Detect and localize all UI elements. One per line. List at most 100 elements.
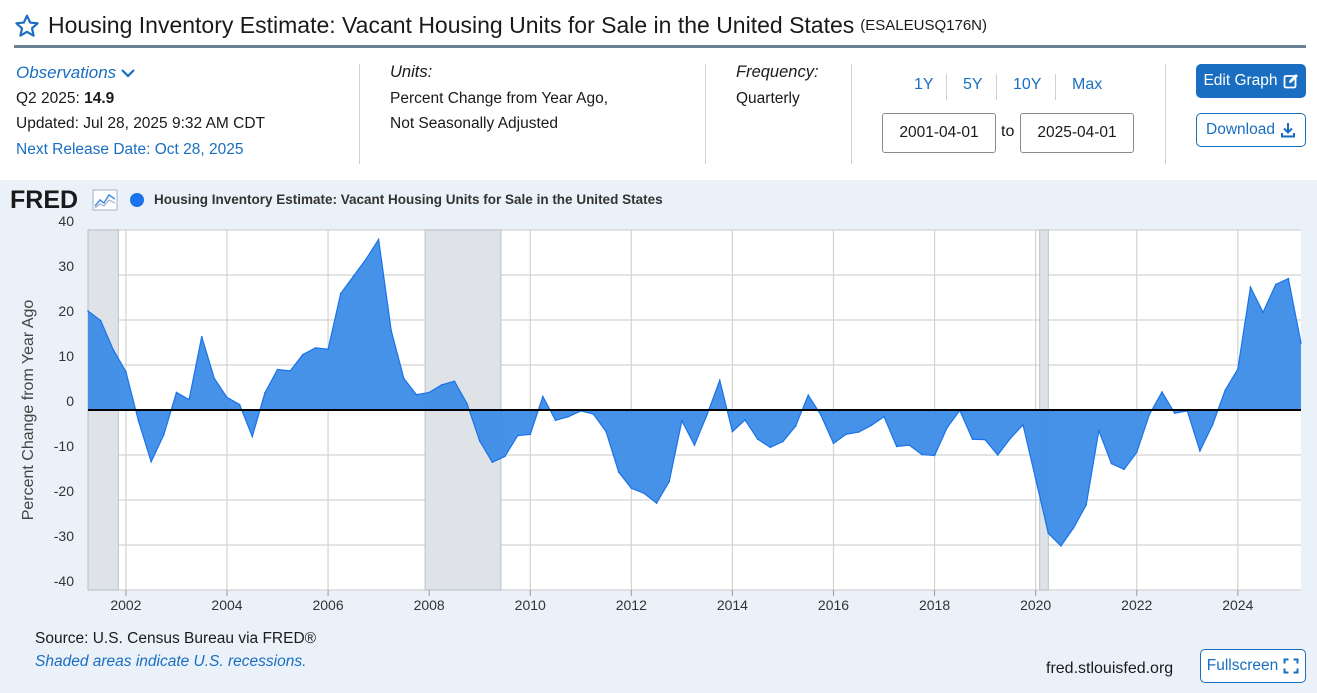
data-point [1300,342,1302,344]
data-point [895,445,898,448]
data-point [1022,424,1024,426]
range-1y-button[interactable]: 1Y [914,76,934,93]
data-point [643,492,645,495]
start-date-input[interactable] [882,113,996,153]
range-5y-button[interactable]: 5Y [963,76,983,93]
data-point [554,419,557,422]
y-tick-labels: 40 30 20 10 0 -10 -20 -30 -40 [54,213,74,589]
divider [705,64,706,164]
x-tick-label: 2010 [515,597,546,613]
data-point [1060,545,1062,547]
range-max-button[interactable]: Max [1072,76,1103,93]
data-point [339,292,342,295]
y-tick-label: 40 [58,213,74,229]
edit-icon [1283,74,1298,89]
data-point [681,420,683,422]
y-tick-label: 0 [66,393,74,409]
data-point [946,426,949,429]
download-button[interactable]: Download [1196,113,1306,147]
data-point [238,403,241,406]
data-point [617,471,620,473]
end-date-input[interactable] [1020,113,1134,153]
data-point [756,438,759,441]
star-icon[interactable] [14,13,40,39]
y-axis-label: Percent Change from Year Ago [20,300,37,521]
data-point [1123,468,1125,471]
data-point [592,413,595,415]
data-point [1274,283,1277,286]
recession-note: Shaded areas indicate U.S. recessions. [35,653,307,670]
data-point [213,377,216,380]
divider [851,64,852,164]
data-point [390,330,393,332]
data-point [491,461,494,464]
period-label: Q2 2025: [16,89,80,107]
data-point [440,384,443,386]
y-tick-label: 10 [58,348,74,364]
data-point [504,455,506,458]
x-tick-label: 2012 [616,597,647,613]
data-point [1249,286,1252,288]
fred-logo: FRED [10,186,79,214]
data-point [718,379,721,382]
updated-text: Updated: Jul 28, 2025 9:32 AM CDT [16,115,266,132]
data-point [1085,504,1087,506]
data-point [188,398,190,401]
data-point [971,438,974,441]
data-point [352,275,355,278]
data-point [251,435,254,438]
x-tick-labels: 2002 2004 2006 2008 2010 2012 2014 2016 2018 2020… [110,597,1253,613]
data-point [1173,412,1176,414]
data-point [933,454,936,457]
x-tick-label: 2016 [818,597,849,613]
data-point [921,453,923,456]
range-separator [1055,74,1056,100]
fullscreen-button[interactable]: Fullscreen [1200,649,1306,683]
x-tick-label: 2006 [312,597,343,613]
frequency-heading: Frequency: [736,63,819,81]
data-point [820,414,822,416]
divider [1165,64,1166,164]
data-point [200,335,203,338]
data-point [516,434,519,437]
data-point [794,425,797,428]
y-tick-label: 20 [58,303,74,319]
series-area [87,237,1302,547]
range-10y-button[interactable]: 10Y [1013,76,1042,93]
page-title: Housing Inventory Estimate: Vacant Housi… [48,12,855,38]
data-point [529,433,532,436]
data-point [466,402,468,405]
data-point [1110,462,1113,465]
edit-graph-button[interactable]: Edit Graph [1196,64,1306,98]
data-point [403,377,405,380]
frequency-panel: Frequency: Quarterly [736,60,819,111]
data-point [1148,413,1151,416]
data-point [807,394,810,396]
series-id: (ESALEUSQ176N) [860,17,987,34]
legend-label: Housing Inventory Estimate: Vacant Housi… [154,192,663,207]
data-point [327,348,329,351]
series-area-fill [88,239,1301,546]
data-point [567,415,569,418]
next-release-link[interactable]: Next Release Date: Oct 28, 2025 [16,140,244,158]
x-tick-label: 2004 [211,597,242,613]
data-point [857,431,860,433]
data-point [1161,391,1163,393]
x-tick-label: 2020 [1020,597,1051,613]
data-point [1072,527,1075,529]
data-point [832,442,835,445]
data-point [1287,277,1290,280]
data-point [415,393,418,396]
data-point [125,370,127,373]
data-point [769,446,772,449]
observations-toggle[interactable]: Observations [16,60,265,86]
observations-panel: Observations Q2 2025: 14.9 Updated: Jul … [16,60,265,162]
data-point [226,396,228,399]
data-point [1135,451,1138,454]
data-point [706,413,708,416]
site-url[interactable]: fred.stlouisfed.org [1046,660,1174,677]
data-point [1199,450,1201,452]
data-point [605,430,607,433]
fullscreen-icon [1283,658,1299,674]
